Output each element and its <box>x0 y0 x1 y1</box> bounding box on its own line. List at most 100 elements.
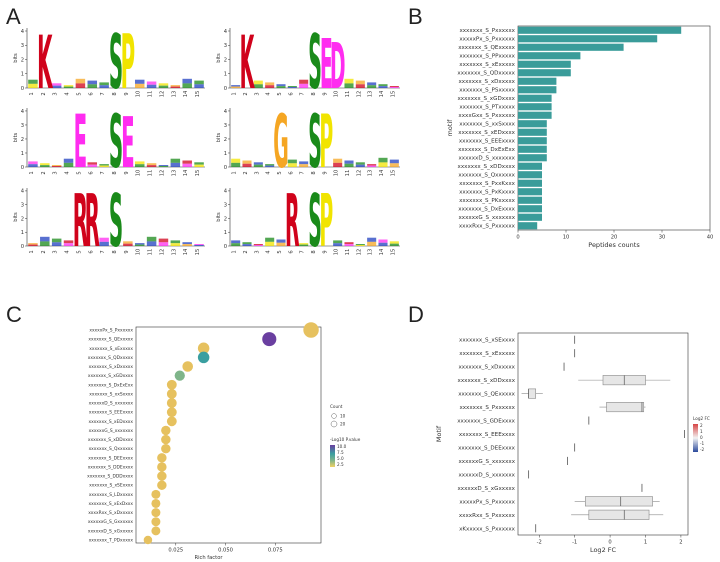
logo-x-tick-label: 13 <box>171 91 177 98</box>
logo-x-tick-label: 14 <box>183 169 189 176</box>
logo-minor-letter <box>242 244 252 246</box>
logo-x-tick-label: 13 <box>368 170 374 177</box>
category-label: xxxxxxx_S_xExDxxx <box>88 501 133 507</box>
logo-x-tick-label: 8 <box>311 171 317 174</box>
logo-letter-R: R <box>85 181 100 264</box>
logo-minor-letter <box>170 85 181 87</box>
logo-minor-letter <box>299 243 309 245</box>
logo-minor-letter <box>333 240 343 244</box>
logo-letter-R: R <box>73 181 88 264</box>
dot <box>197 342 210 355</box>
logo-minor-letter <box>146 236 157 242</box>
bar <box>518 162 542 170</box>
logo-minor-letter <box>146 163 157 166</box>
color-legend-label: 2.5 <box>337 462 344 467</box>
category-label: xxxxxxx_S_xEDxxxx <box>88 419 133 425</box>
category-label: xxxxxxx_S_xDDxxxx <box>458 378 516 384</box>
bar <box>518 111 552 119</box>
dot <box>151 489 161 499</box>
logo-letter-S: S <box>308 180 322 263</box>
category-label: xxxxxxD_S_xxxxxxx <box>459 156 516 162</box>
dot <box>182 361 194 372</box>
logo-minor-letter <box>146 84 157 88</box>
category-label: xxxxxxx_S_xDDxxxx <box>88 437 134 443</box>
logo-x-tick-label: 1 <box>29 250 35 253</box>
logo-x-tick-label: 7 <box>300 171 306 174</box>
bar <box>518 35 658 43</box>
logo-minor-letter <box>99 82 109 86</box>
color-legend-label: -1 <box>700 441 705 446</box>
x-tick-label: 20 <box>611 235 618 241</box>
x-tick-label: 0.050 <box>218 548 233 554</box>
x-axis-label: Log2 FC <box>590 546 617 554</box>
logo-minor-letter <box>146 165 157 167</box>
logo-x-tick-label: 9 <box>124 92 130 95</box>
category-label: xxxxxxx_S_Pxxxxxx <box>459 405 515 411</box>
logo-letter-K: K <box>37 21 53 106</box>
category-label: xxxxxxx_S_xxSxxxx <box>459 122 515 128</box>
dot <box>303 322 319 338</box>
logo-letter-P: P <box>319 180 333 263</box>
size-legend-label: 10 <box>340 414 346 419</box>
logo-y-label: bits <box>13 212 19 222</box>
logo-minor-letter <box>299 79 309 84</box>
logo-minor-letter <box>355 245 365 246</box>
logo-minor-letter <box>355 162 365 165</box>
logo-x-tick-label: 14 <box>379 169 385 176</box>
logo-x-tick-label: 15 <box>195 91 201 98</box>
logo-x-tick-label: 5 <box>76 171 82 174</box>
logo-y-label: bits <box>216 132 222 142</box>
logo-letter-R: R <box>285 180 300 263</box>
logo-y-tick-label: 2 <box>224 137 227 143</box>
logo-minor-letter <box>158 238 169 243</box>
category-label: xxxxxxx_S_QExxxxx <box>458 392 515 398</box>
logo-x-tick-label: 15 <box>390 170 396 177</box>
logo-letter-S: S <box>109 99 123 185</box>
category-label: xxxxxPx_S_Pxxxxxx <box>459 499 515 505</box>
category-label: xxxxxxx_S_EEExxxx <box>89 410 133 416</box>
logo-minor-letter <box>51 85 62 88</box>
logo-minor-letter <box>231 158 241 163</box>
logo-x-tick-label: 12 <box>356 91 362 98</box>
logo-letter-G: G <box>273 99 288 185</box>
logo-minor-letter <box>40 241 50 246</box>
logo-minor-letter <box>389 243 399 246</box>
logo-minor-letter <box>51 242 62 246</box>
bar <box>518 128 547 136</box>
logo-minor-letter <box>87 162 98 165</box>
x-axis-label: Rich factor <box>194 555 223 561</box>
logo-minor-letter <box>87 80 98 85</box>
dot <box>151 517 161 527</box>
y-axis-label: Motif <box>435 425 443 442</box>
bar <box>518 222 538 230</box>
logo-minor-letter <box>378 162 388 167</box>
logo-minor-letter <box>378 86 388 88</box>
logo-minor-letter <box>99 241 109 246</box>
logo-letter-K: K <box>240 21 255 106</box>
logo-minor-letter <box>182 242 192 245</box>
box <box>584 496 653 507</box>
logo-minor-letter <box>276 242 286 246</box>
logo-x-tick-label: 10 <box>136 249 142 256</box>
logo-x-tick-label: 9 <box>322 250 328 253</box>
logo-letter-S: S <box>109 181 123 264</box>
logo-minor-letter <box>253 164 263 167</box>
category-label: xxxxxxx_S_DEExxxx <box>458 445 516 451</box>
logo-minor-letter <box>344 160 354 164</box>
logo-x-tick-label: 7 <box>100 250 106 253</box>
logo-x-tick-label: 2 <box>41 250 47 253</box>
logo-letter-S: S <box>308 18 322 106</box>
logo-x-tick-label: 13 <box>171 170 177 177</box>
logo-minor-letter <box>51 165 62 166</box>
logo-minor-letter <box>276 239 286 243</box>
logo-minor-letter <box>182 83 192 88</box>
logo-x-tick-label: 1 <box>29 92 35 95</box>
logo-minor-letter <box>99 237 109 242</box>
logo-y-tick-label: 0 <box>21 86 24 92</box>
logo-x-tick-label: 3 <box>53 171 59 174</box>
logo-minor-letter <box>253 245 263 246</box>
category-label: xxxxxxx_S_xDxxxxx <box>459 365 516 371</box>
